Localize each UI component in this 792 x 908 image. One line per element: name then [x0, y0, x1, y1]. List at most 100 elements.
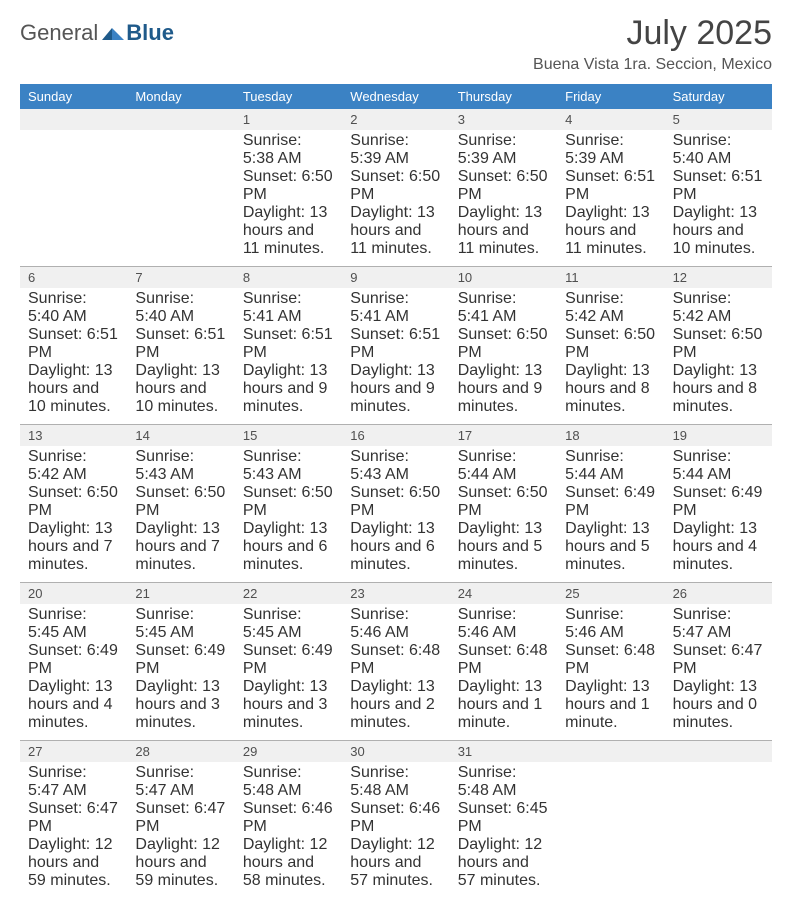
day-cell: Sunrise: 5:43 AMSunset: 6:50 PMDaylight:…	[342, 446, 449, 582]
sunset-line: Sunset: 6:47 PM	[28, 800, 119, 836]
day-cell: Sunrise: 5:42 AMSunset: 6:50 PMDaylight:…	[557, 288, 664, 424]
sunrise-line: Sunrise: 5:42 AM	[28, 448, 119, 484]
daylight-line: Daylight: 12 hours and 59 minutes.	[28, 836, 119, 890]
daylight-line: Daylight: 13 hours and 5 minutes.	[565, 520, 656, 574]
sunrise-line: Sunrise: 5:44 AM	[673, 448, 764, 484]
daylight-line: Daylight: 13 hours and 4 minutes.	[673, 520, 764, 574]
day-number: 22	[235, 583, 342, 604]
sunrise-line: Sunrise: 5:43 AM	[350, 448, 441, 484]
week-daynum-row: 12345	[20, 109, 772, 130]
week-row: 13141516171819Sunrise: 5:42 AMSunset: 6:…	[20, 424, 772, 582]
day-cell: Sunrise: 5:39 AMSunset: 6:51 PMDaylight:…	[557, 130, 664, 266]
calendar: Sunday Monday Tuesday Wednesday Thursday…	[20, 84, 772, 898]
daylight-line: Daylight: 13 hours and 11 minutes.	[565, 204, 656, 258]
sunset-line: Sunset: 6:51 PM	[135, 326, 226, 362]
day-cell: Sunrise: 5:41 AMSunset: 6:51 PMDaylight:…	[342, 288, 449, 424]
sunset-line: Sunset: 6:50 PM	[565, 326, 656, 362]
sunrise-line: Sunrise: 5:48 AM	[243, 764, 334, 800]
day-cell: Sunrise: 5:47 AMSunset: 6:47 PMDaylight:…	[20, 762, 127, 898]
day-number: 11	[557, 267, 664, 288]
day-cell: Sunrise: 5:45 AMSunset: 6:49 PMDaylight:…	[127, 604, 234, 740]
daylight-line: Daylight: 12 hours and 59 minutes.	[135, 836, 226, 890]
sunrise-line: Sunrise: 5:40 AM	[28, 290, 119, 326]
week-body-row: Sunrise: 5:38 AM Sunset: 6:50 PM Daylight:…	[20, 130, 772, 266]
day-cell: Sunrise: 5:42 AMSunset: 6:50 PMDaylight:…	[665, 288, 772, 424]
day-cell: Sunrise: 5:47 AMSunset: 6:47 PMDaylight:…	[127, 762, 234, 898]
sunset-line: Sunset: 6:48 PM	[565, 642, 656, 678]
day-number: 14	[127, 425, 234, 446]
sunset-line: Sunset: 6:45 PM	[458, 800, 549, 836]
day-number: 6	[20, 267, 127, 288]
day-number: 24	[450, 583, 557, 604]
daylight-line: Daylight: 13 hours and 9 minutes.	[243, 362, 334, 416]
daylight-line: Daylight: 13 hours and 11 minutes.	[458, 204, 549, 258]
day-cell: Sunrise: 5:46 AMSunset: 6:48 PMDaylight:…	[450, 604, 557, 740]
day-number: 8	[235, 267, 342, 288]
sunset-line: Sunset: 6:50 PM	[673, 326, 764, 362]
day-cell	[665, 762, 772, 898]
sunrise-line: Sunrise: 5:45 AM	[135, 606, 226, 642]
daylight-line: Daylight: 13 hours and 7 minutes.	[135, 520, 226, 574]
daylight-line: Daylight: 13 hours and 1 minute.	[565, 678, 656, 732]
day-cell: Sunrise: 5:46 AMSunset: 6:48 PMDaylight:…	[342, 604, 449, 740]
sunset-line: Sunset: 6:50 PM	[458, 326, 549, 362]
location-label: Buena Vista 1ra. Seccion, Mexico	[533, 56, 772, 74]
daylight-line: Daylight: 13 hours and 9 minutes.	[350, 362, 441, 416]
day-cell: Sunrise: 5:47 AMSunset: 6:47 PMDaylight:…	[665, 604, 772, 740]
day-number: 26	[665, 583, 772, 604]
week-row: 2728293031Sunrise: 5:47 AMSunset: 6:47 P…	[20, 740, 772, 898]
day-cell: Sunrise: 5:48 AMSunset: 6:45 PMDaylight:…	[450, 762, 557, 898]
sunrise-line: Sunrise: 5:45 AM	[28, 606, 119, 642]
sunset-line: Sunset: 6:47 PM	[673, 642, 764, 678]
daylight-line: Daylight: 13 hours and 3 minutes.	[135, 678, 226, 732]
title-block: July 2025 Buena Vista 1ra. Seccion, Mexi…	[533, 16, 772, 74]
day-number: 30	[342, 741, 449, 762]
daylight-line: Daylight: 13 hours and 3 minutes.	[243, 678, 334, 732]
sunrise-line: Sunrise: 5:38 AM	[243, 132, 334, 168]
day-cell: Sunrise: 5:45 AMSunset: 6:49 PMDaylight:…	[235, 604, 342, 740]
sunrise-line: Sunrise: 5:44 AM	[458, 448, 549, 484]
sunrise-line: Sunrise: 5:39 AM	[565, 132, 656, 168]
day-number: 31	[450, 741, 557, 762]
sunset-line: Sunset: 6:51 PM	[350, 326, 441, 362]
day-number: 16	[342, 425, 449, 446]
day-number: 18	[557, 425, 664, 446]
week-body-row: Sunrise: 5:42 AM Sunset: 6:50 PM Daylight:…	[20, 446, 772, 582]
sunrise-line: Sunrise: 5:39 AM	[458, 132, 549, 168]
week-body-row: Sunrise: 5:45 AMSunset: 6:49 PMDaylight:…	[20, 604, 772, 740]
daylight-line: Daylight: 13 hours and 5 minutes.	[458, 520, 549, 574]
sunset-line: Sunset: 6:50 PM	[350, 168, 441, 204]
daylight-line: Daylight: 12 hours and 57 minutes.	[458, 836, 549, 890]
sunrise-line: Sunrise: 5:42 AM	[565, 290, 656, 326]
sunset-line: Sunset: 6:49 PM	[565, 484, 656, 520]
day-number: 15	[235, 425, 342, 446]
day-cell: Sunrise: 5:42 AMSunset: 6:50 PMDaylight:…	[20, 446, 127, 582]
day-cell: Sunrise: 5:44 AMSunset: 6:49 PMDaylight:…	[557, 446, 664, 582]
day-number: 21	[127, 583, 234, 604]
daylight-line: Daylight: 13 hours and 1 minute.	[458, 678, 549, 732]
sunrise-line: Sunrise: 5:46 AM	[350, 606, 441, 642]
calendar-header-row: Sunday Monday Tuesday Wednesday Thursday…	[20, 84, 772, 109]
day-number	[20, 109, 127, 130]
day-number	[557, 741, 664, 762]
sunset-line: Sunset: 6:48 PM	[350, 642, 441, 678]
day-number: 12	[665, 267, 772, 288]
sunset-line: Sunset: 6:49 PM	[28, 642, 119, 678]
day-number: 17	[450, 425, 557, 446]
day-number: 7	[127, 267, 234, 288]
day-number: 28	[127, 741, 234, 762]
sunset-line: Sunset: 6:50 PM	[350, 484, 441, 520]
week-row: 20212223242526Sunrise: 5:45 AMSunset: 6:…	[20, 582, 772, 740]
day-number: 13	[20, 425, 127, 446]
sunrise-line: Sunrise: 5:43 AM	[243, 448, 334, 484]
month-title: July 2025	[533, 16, 772, 50]
day-cell	[557, 762, 664, 898]
brand-logo: General Blue	[20, 20, 174, 46]
sunrise-line: Sunrise: 5:39 AM	[350, 132, 441, 168]
sunrise-line: Sunrise: 5:46 AM	[565, 606, 656, 642]
sunset-line: Sunset: 6:47 PM	[135, 800, 226, 836]
day-number: 20	[20, 583, 127, 604]
sunset-line: Sunset: 6:51 PM	[243, 326, 334, 362]
sunrise-line: Sunrise: 5:44 AM	[565, 448, 656, 484]
sunset-line: Sunset: 6:51 PM	[673, 168, 764, 204]
